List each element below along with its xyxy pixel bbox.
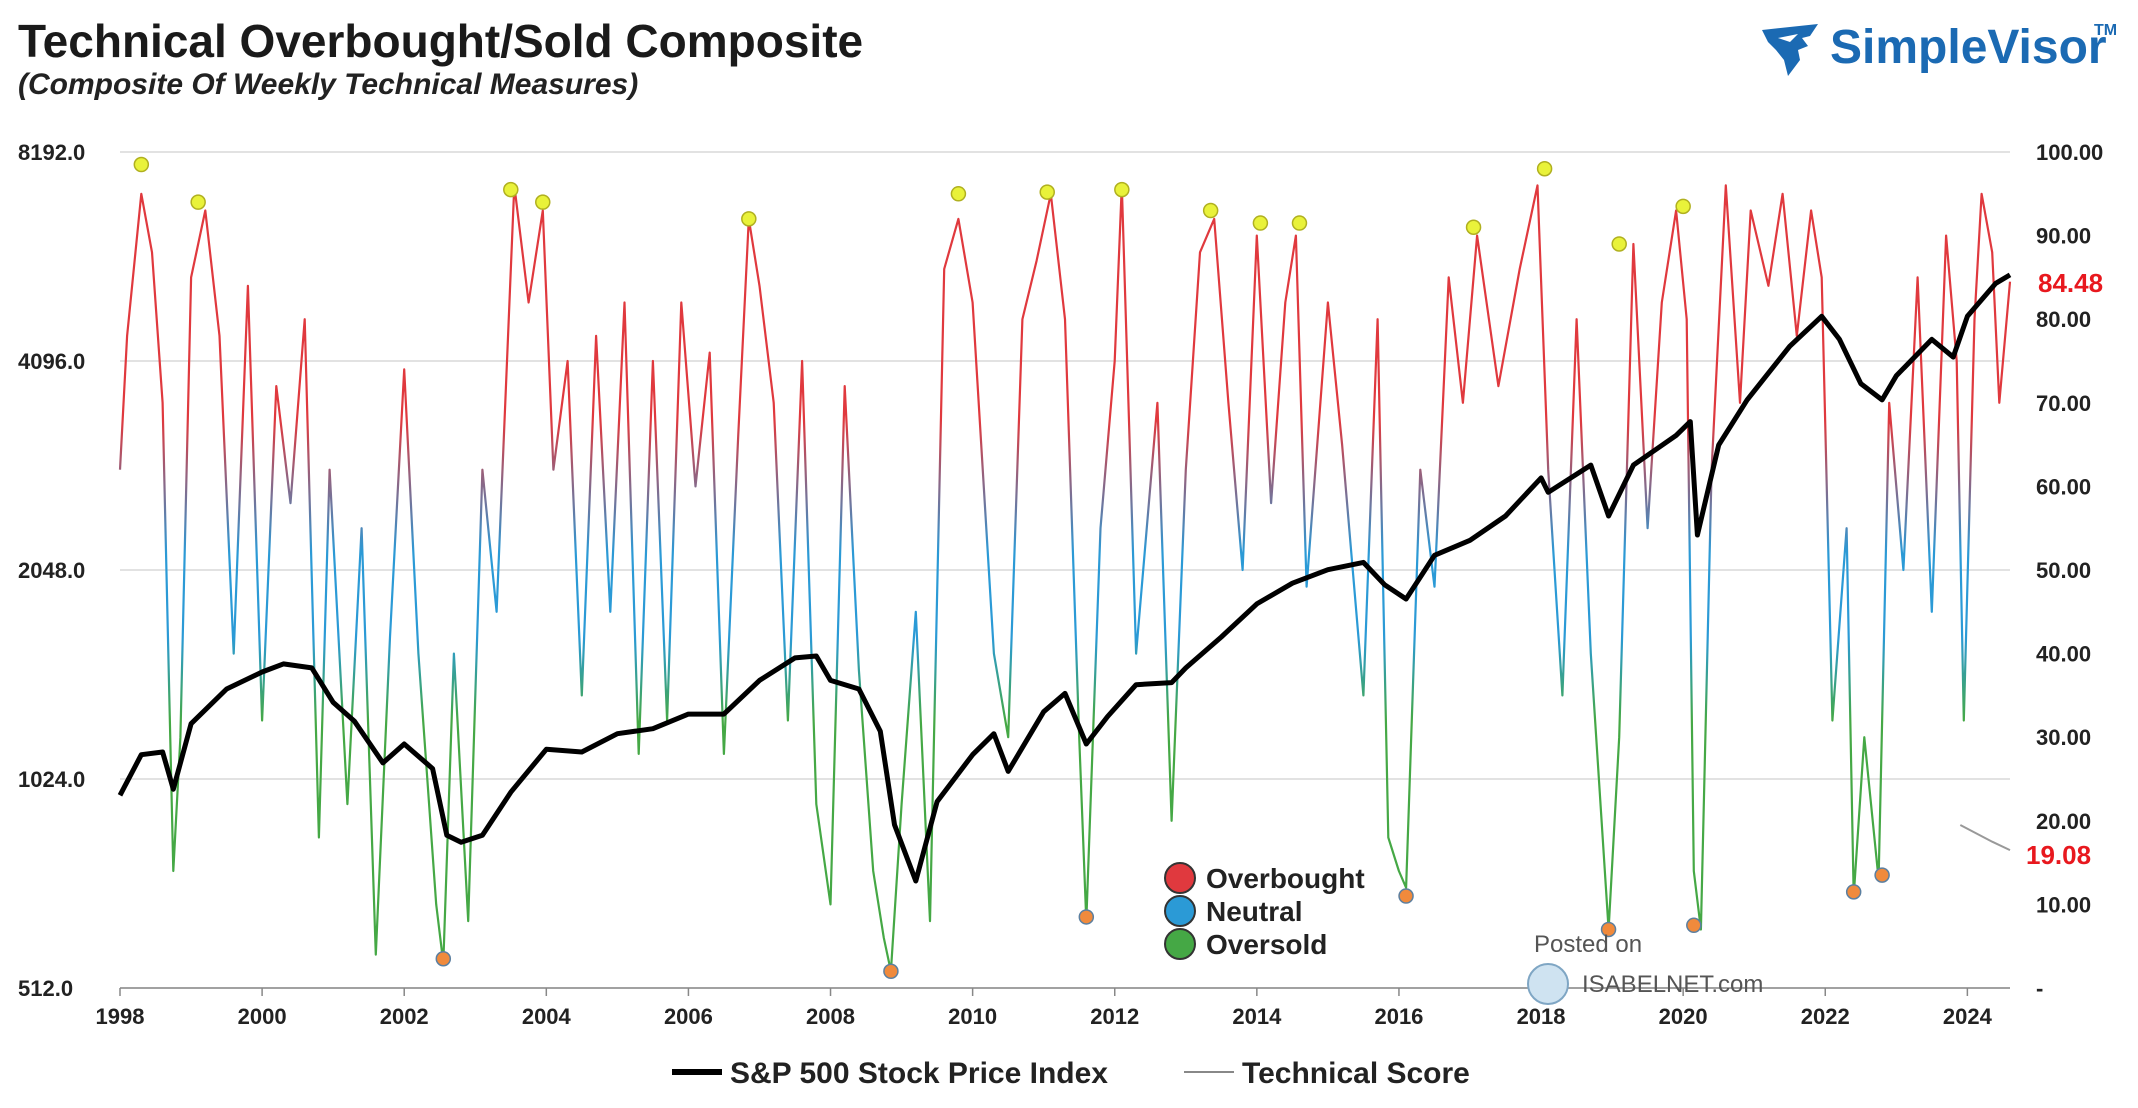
technical-score-series <box>118 184 2012 973</box>
x-tick-label: 2000 <box>238 1004 287 1029</box>
x-tick-label: 2004 <box>522 1004 572 1029</box>
right-tick-label: 100.00 <box>2036 140 2103 165</box>
overbought-legend-label: Overbought <box>1206 863 1365 894</box>
globe-icon <box>1527 963 1569 1005</box>
overbought-peak-marker <box>1039 184 1055 200</box>
overbought-peak-marker <box>133 156 150 173</box>
overbought-peak-marker <box>503 181 519 198</box>
overbought-peak-marker <box>1202 202 1219 219</box>
left-tick-label: 1024.0 <box>18 767 85 792</box>
zone-legend: Overbought Neutral Oversold <box>1164 862 1365 960</box>
x-axis: 1998 2000 2002 2004 2006 2008 2010 2012 2014 2016… <box>96 988 1993 1029</box>
left-tick-label: 4096.0 <box>18 349 85 374</box>
grid-lines <box>120 151 2010 989</box>
sp500-legend-label: S&P 500 Stock Price Index <box>730 1057 1108 1090</box>
right-tick-label: 70.00 <box>2036 391 2091 416</box>
overbought-peak-marker <box>741 211 757 227</box>
overbought-peak-marker <box>535 194 551 210</box>
x-tick-label: 2010 <box>948 1004 997 1029</box>
overbought-peak-marker <box>1114 181 1130 198</box>
oversold-trough-marker <box>883 963 899 980</box>
x-tick-label: 2012 <box>1090 1004 1139 1029</box>
overbought-peak-marker <box>1536 160 1553 177</box>
right-tick-label: 50.00 <box>2036 558 2091 583</box>
neutral-legend-swatch <box>1164 895 1196 927</box>
x-tick-label: 2006 <box>664 1004 713 1029</box>
oversold-trough-marker <box>1874 867 1890 883</box>
right-tick-label: - <box>2036 976 2043 1001</box>
overbought-peak-marker <box>1252 215 1269 231</box>
overbought-peak-marker <box>1611 236 1627 252</box>
overbought-peak-marker <box>190 194 206 210</box>
x-tick-label: 2022 <box>1801 1004 1850 1029</box>
oversold-trough-marker <box>1600 921 1617 938</box>
x-tick-label: 2016 <box>1374 1004 1423 1029</box>
right-tick-label: 90.00 <box>2036 224 2091 249</box>
overbought-legend-swatch <box>1164 862 1196 894</box>
oversold-legend-swatch <box>1164 928 1196 960</box>
x-tick-label: 2002 <box>380 1004 429 1029</box>
technical-score-tail <box>1959 824 2011 852</box>
bottom-legend: S&P 500 Stock Price Index Technical Scor… <box>672 1057 1470 1090</box>
sp500-series <box>117 272 2012 884</box>
watermark-posted-on: Posted on <box>1534 931 1642 958</box>
isabelnet-watermark: Posted on ISABELNET.com <box>1527 931 1763 1005</box>
x-tick-label: 2018 <box>1517 1004 1566 1029</box>
right-tick-label: 30.00 <box>2036 725 2091 750</box>
overbought-peak-marker <box>950 186 967 202</box>
overbought-peak-marker <box>1465 219 1482 235</box>
x-tick-label: 2014 <box>1232 1004 1282 1029</box>
overbought-peak-marker <box>1675 198 1691 215</box>
logo-brand: SimpleVisor <box>1830 21 2107 74</box>
x-tick-label: 2020 <box>1659 1004 1708 1029</box>
extreme-markers <box>133 156 1890 980</box>
logo-trademark: TM <box>2094 22 2118 39</box>
technical-score-callout: 84.48 <box>2038 268 2103 298</box>
neutral-legend-label: Neutral <box>1206 896 1302 927</box>
oversold-trough-marker <box>1686 917 1702 934</box>
oversold-trough-marker <box>1078 909 1095 925</box>
right-tick-label: 40.00 <box>2036 642 2091 667</box>
chart-subtitle: (Composite Of Weekly Technical Measures) <box>18 68 639 101</box>
x-tick-label: 2024 <box>1943 1004 1993 1029</box>
oversold-trough-marker <box>1398 888 1414 904</box>
eagle-icon <box>1762 24 1818 76</box>
left-tick-label: 8192.0 <box>18 140 85 165</box>
oversold-legend-label: Oversold <box>1206 929 1327 960</box>
x-tick-label: 2008 <box>806 1004 855 1029</box>
watermark-site: ISABELNET.com <box>1582 971 1763 998</box>
overbought-peak-marker <box>1291 215 1308 231</box>
oversold-trough-marker <box>435 950 452 967</box>
score-legend-label: Technical Score <box>1242 1057 1470 1090</box>
right-tick-label: 80.00 <box>2036 307 2091 332</box>
x-tick-label: 1998 <box>96 1004 145 1029</box>
right-tick-label: 10.00 <box>2036 892 2091 917</box>
chart-title: Technical Overbought/Sold Composite <box>18 15 864 67</box>
right-tick-label: 20.00 <box>2036 809 2091 834</box>
left-tick-label: 2048.0 <box>18 558 85 583</box>
simplevisor-logo: SimpleVisor TM <box>1752 16 2132 86</box>
oversold-trough-marker <box>1845 884 1862 900</box>
last-value-callout: 19.08 <box>2026 840 2091 870</box>
technical-score-line <box>118 184 2012 973</box>
right-axis: - 10.00 20.00 30.00 40.00 50.00 60.00 70.00 80.0… <box>2036 140 2103 1001</box>
right-tick-label: 60.00 <box>2036 474 2091 499</box>
left-axis: 512.0 1024.0 2048.0 4096.0 8192.0 <box>18 140 85 1001</box>
left-tick-label: 512.0 <box>18 976 73 1001</box>
